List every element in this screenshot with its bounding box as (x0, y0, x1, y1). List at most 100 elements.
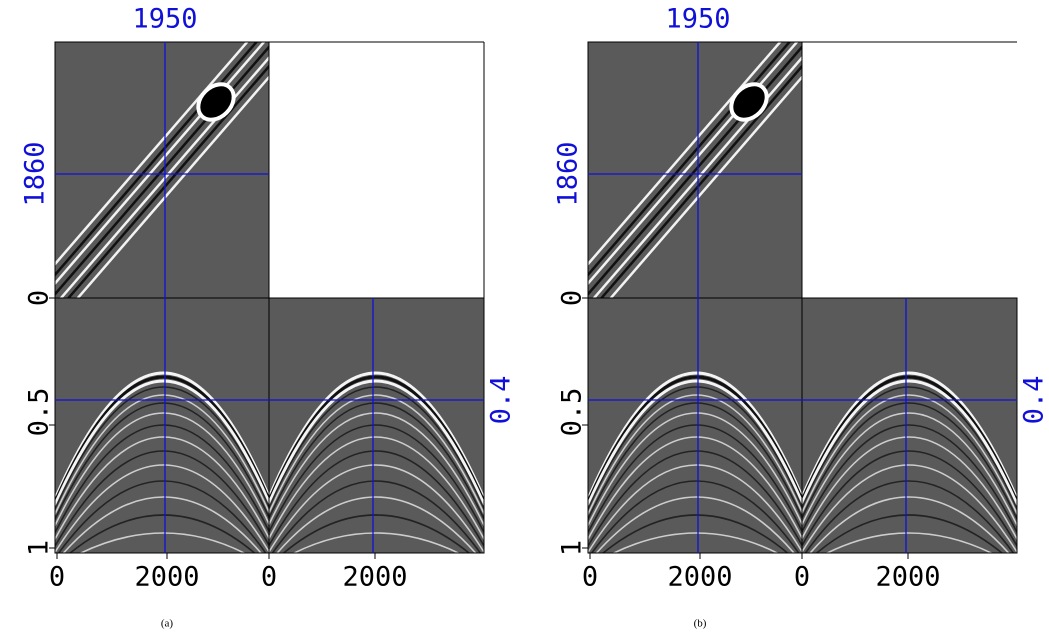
panel-frame (268, 297, 485, 554)
event (55, 42, 249, 266)
wavefront (802, 450, 1017, 548)
event (55, 42, 259, 277)
wavefront (588, 464, 802, 553)
left-label: 1860 (553, 141, 584, 206)
wavefront (588, 379, 802, 509)
wavefront (55, 424, 269, 535)
wavefront (269, 464, 484, 553)
wavefront (269, 402, 484, 522)
event (55, 42, 266, 286)
wavefront (269, 450, 484, 548)
wavefront (590, 480, 800, 553)
ring (729, 82, 769, 122)
event (592, 55, 802, 298)
left-label: 1860 (20, 141, 51, 206)
wavefront (802, 394, 1017, 516)
y-tick-label: 0.5 (24, 388, 55, 437)
event (588, 45, 802, 297)
wavefront (595, 496, 795, 553)
wavefront (55, 379, 269, 509)
event (609, 75, 802, 298)
wavefront (269, 424, 484, 535)
wavefront (79, 532, 246, 553)
wavefront (588, 402, 802, 522)
event (599, 64, 802, 298)
wavefront (62, 496, 262, 553)
wavefront (55, 412, 269, 528)
wavefront (55, 402, 269, 522)
wavefront (588, 394, 802, 517)
event (76, 75, 269, 298)
wavefront (276, 496, 477, 553)
image (55, 42, 269, 298)
wavefront (802, 379, 1017, 509)
wavefront (55, 394, 269, 517)
x-tick-label: 0 (261, 562, 277, 593)
wavefront (802, 464, 1017, 553)
image (269, 371, 484, 553)
x-tick-label: 2000 (667, 562, 732, 593)
caption: (a) (161, 618, 174, 630)
right-label: 0.4 (486, 376, 517, 425)
image (802, 371, 1017, 553)
wavefront (292, 532, 460, 553)
x-tick-label: 0 (582, 562, 598, 593)
y-tick-label: 0 (24, 290, 55, 306)
wavefront (57, 480, 267, 553)
wavefront (55, 450, 269, 548)
y-tick-label: 1 (557, 540, 588, 556)
wavefront (601, 514, 789, 553)
wavefront (269, 394, 484, 516)
wavefront (68, 514, 256, 553)
wavefront (588, 450, 802, 548)
wavefront (802, 424, 1017, 535)
event (55, 45, 269, 297)
wavefront (804, 480, 1015, 553)
ring (196, 82, 236, 122)
wavefront (269, 412, 484, 528)
image (588, 42, 802, 298)
panel-frame (801, 297, 1018, 554)
wavefront (825, 532, 993, 553)
x-tick-label: 2000 (875, 562, 940, 593)
event (588, 42, 792, 277)
top-label: 1950 (665, 4, 730, 35)
panel-group: 1950 1860 0.4 0 0.5 1 0 2000 0 2000 (b) (553, 4, 1049, 630)
wavefront (802, 412, 1017, 528)
wavefront (815, 514, 1004, 553)
x-tick-label: 0 (794, 562, 810, 593)
y-tick-label: 0 (557, 290, 588, 306)
wavefront (269, 436, 484, 541)
wavefront (588, 436, 802, 541)
top-label: 1950 (132, 4, 197, 35)
event (588, 42, 799, 286)
wavefront (612, 532, 779, 553)
wavefront (802, 436, 1017, 541)
x-tick-label: 2000 (134, 562, 199, 593)
right-label: 0.4 (1019, 376, 1049, 425)
image (55, 371, 269, 553)
event (66, 64, 269, 298)
wavefront (588, 424, 802, 535)
wavefront (55, 464, 269, 553)
event (588, 42, 782, 266)
wavefront (282, 514, 471, 553)
y-tick-label: 1 (24, 540, 55, 556)
wavefront (588, 412, 802, 528)
y-tick-label: 0.5 (557, 388, 588, 437)
x-tick-label: 0 (49, 562, 65, 593)
wavefront (269, 379, 484, 509)
wavefront (809, 496, 1010, 553)
caption: (b) (694, 618, 707, 630)
x-tick-label: 2000 (342, 562, 407, 593)
wavefront (802, 402, 1017, 522)
panel-group: 1950 1860 0.4 0 0.5 1 0 2000 0 2000 (a) (20, 4, 517, 630)
event (59, 55, 269, 298)
image (588, 371, 802, 553)
wavefront (55, 436, 269, 541)
wavefront (271, 480, 482, 553)
wavefront (588, 386, 802, 511)
wavefront (269, 386, 484, 511)
